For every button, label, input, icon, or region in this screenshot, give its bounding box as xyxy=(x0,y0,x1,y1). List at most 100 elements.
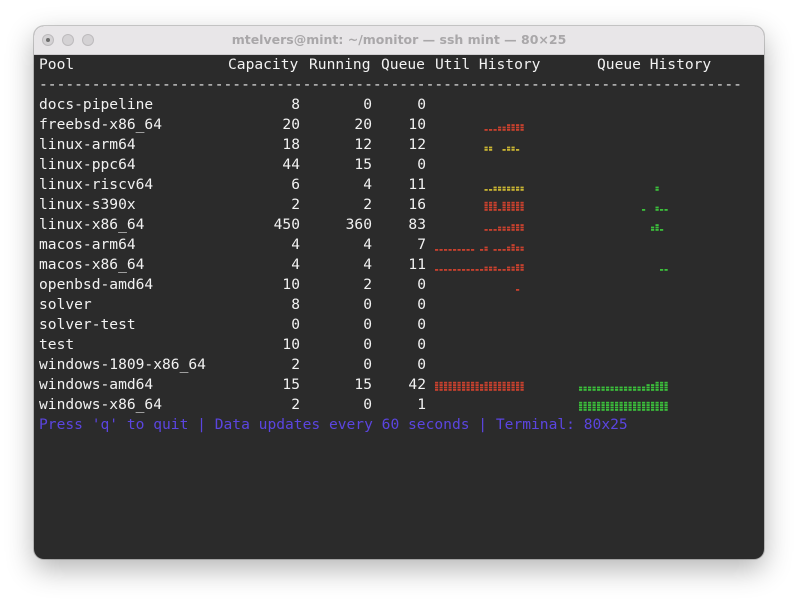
spark-dot xyxy=(480,386,484,389)
spark-dot xyxy=(597,389,601,391)
spark-dot xyxy=(520,269,524,271)
spark-dot xyxy=(516,381,520,384)
spark-dot xyxy=(439,389,443,391)
header-pool: Pool xyxy=(39,56,75,73)
queue-value: 16 xyxy=(408,196,426,213)
spark-dot xyxy=(511,244,515,246)
spark-dot xyxy=(646,389,650,391)
spark-dot xyxy=(489,201,493,204)
spark-dot xyxy=(637,406,641,409)
spark-dot xyxy=(516,246,520,249)
spark-dot xyxy=(610,404,614,406)
spark-dot xyxy=(507,226,511,229)
spark-dot xyxy=(435,389,439,391)
queue-history-spark xyxy=(579,115,669,135)
zoom-button[interactable] xyxy=(82,34,94,46)
spark-dot xyxy=(435,386,439,389)
spark-dot xyxy=(520,204,524,206)
spark-dot xyxy=(601,404,605,406)
spark-dot xyxy=(583,401,587,404)
spark-dot xyxy=(606,409,610,411)
capacity-value: 8 xyxy=(291,296,300,313)
spark-dot xyxy=(457,269,461,271)
spark-dot xyxy=(651,401,655,404)
spark-dot xyxy=(610,401,614,404)
capacity-value: 2 xyxy=(291,396,300,413)
spark-dot xyxy=(516,249,520,251)
spark-dot xyxy=(462,389,466,391)
spark-dot xyxy=(493,201,497,204)
spark-dot xyxy=(516,209,520,211)
spark-dot xyxy=(480,269,484,271)
spark-dot xyxy=(507,389,511,391)
spark-dot xyxy=(660,229,664,231)
close-button[interactable] xyxy=(42,34,54,46)
spark-dot xyxy=(651,229,655,231)
spark-dot xyxy=(520,264,524,266)
spark-dot xyxy=(520,224,524,226)
spark-dot xyxy=(579,386,583,389)
table-row: linux-x86_64 450 360 83 xyxy=(39,215,759,235)
queue-value: 0 xyxy=(417,336,426,353)
spark-dot xyxy=(498,189,502,191)
spark-dot xyxy=(507,204,511,206)
spark-dot xyxy=(516,384,520,386)
running-value: 4 xyxy=(363,256,372,273)
spark-dot xyxy=(660,209,664,211)
running-value: 2 xyxy=(363,276,372,293)
spark-dot xyxy=(484,146,488,149)
spark-dot xyxy=(637,389,641,391)
spark-dot xyxy=(511,209,515,211)
spark-dot xyxy=(579,406,583,409)
spark-dot xyxy=(660,389,664,391)
spark-dot xyxy=(484,204,488,206)
spark-dot xyxy=(511,206,515,209)
spark-dot xyxy=(655,401,659,404)
spark-dot xyxy=(489,209,493,211)
capacity-value: 4 xyxy=(291,256,300,273)
spark-dot xyxy=(507,126,511,129)
spark-dot xyxy=(520,189,524,191)
spark-dot xyxy=(489,149,493,151)
spark-dot xyxy=(642,406,646,409)
capacity-value: 18 xyxy=(282,136,300,153)
spark-dot xyxy=(520,386,524,389)
spark-dot xyxy=(588,409,592,411)
spark-dot xyxy=(655,189,659,191)
spark-dot xyxy=(448,269,452,271)
spark-dot xyxy=(516,386,520,389)
spark-dot xyxy=(484,389,488,391)
util-history-spark xyxy=(484,186,524,191)
table-row: linux-s390x 2 2 16 xyxy=(39,195,759,215)
spark-dot xyxy=(493,266,497,269)
spark-dot xyxy=(660,381,664,384)
spark-dot xyxy=(507,201,511,204)
spark-dot xyxy=(493,381,497,384)
spark-dot xyxy=(498,129,502,131)
spark-dot xyxy=(502,206,506,209)
spark-dot xyxy=(511,381,515,384)
spark-dot xyxy=(664,409,668,411)
title-bar[interactable]: mtelvers@mint: ~/monitor — ssh mint — 80… xyxy=(34,26,764,55)
spark-dot xyxy=(466,386,470,389)
capacity-value: 20 xyxy=(282,116,300,133)
spark-dot xyxy=(646,384,650,386)
spark-dot xyxy=(484,206,488,209)
spark-dot xyxy=(642,404,646,406)
spark-dot xyxy=(457,249,461,251)
spark-dot xyxy=(471,381,475,384)
spark-dot xyxy=(507,386,511,389)
capacity-value: 6 xyxy=(291,176,300,193)
queue-value: 0 xyxy=(417,316,426,333)
spark-dot xyxy=(655,389,659,391)
util-history-spark xyxy=(435,264,524,271)
spark-dot xyxy=(502,186,506,189)
spark-dot xyxy=(484,266,488,269)
spark-dot xyxy=(484,386,488,389)
spark-dot xyxy=(579,401,583,404)
spark-dot xyxy=(520,266,524,269)
header-queue: Queue xyxy=(381,56,425,73)
minimize-button[interactable] xyxy=(62,34,74,46)
spark-dot xyxy=(466,249,470,251)
spark-dot xyxy=(489,266,493,269)
